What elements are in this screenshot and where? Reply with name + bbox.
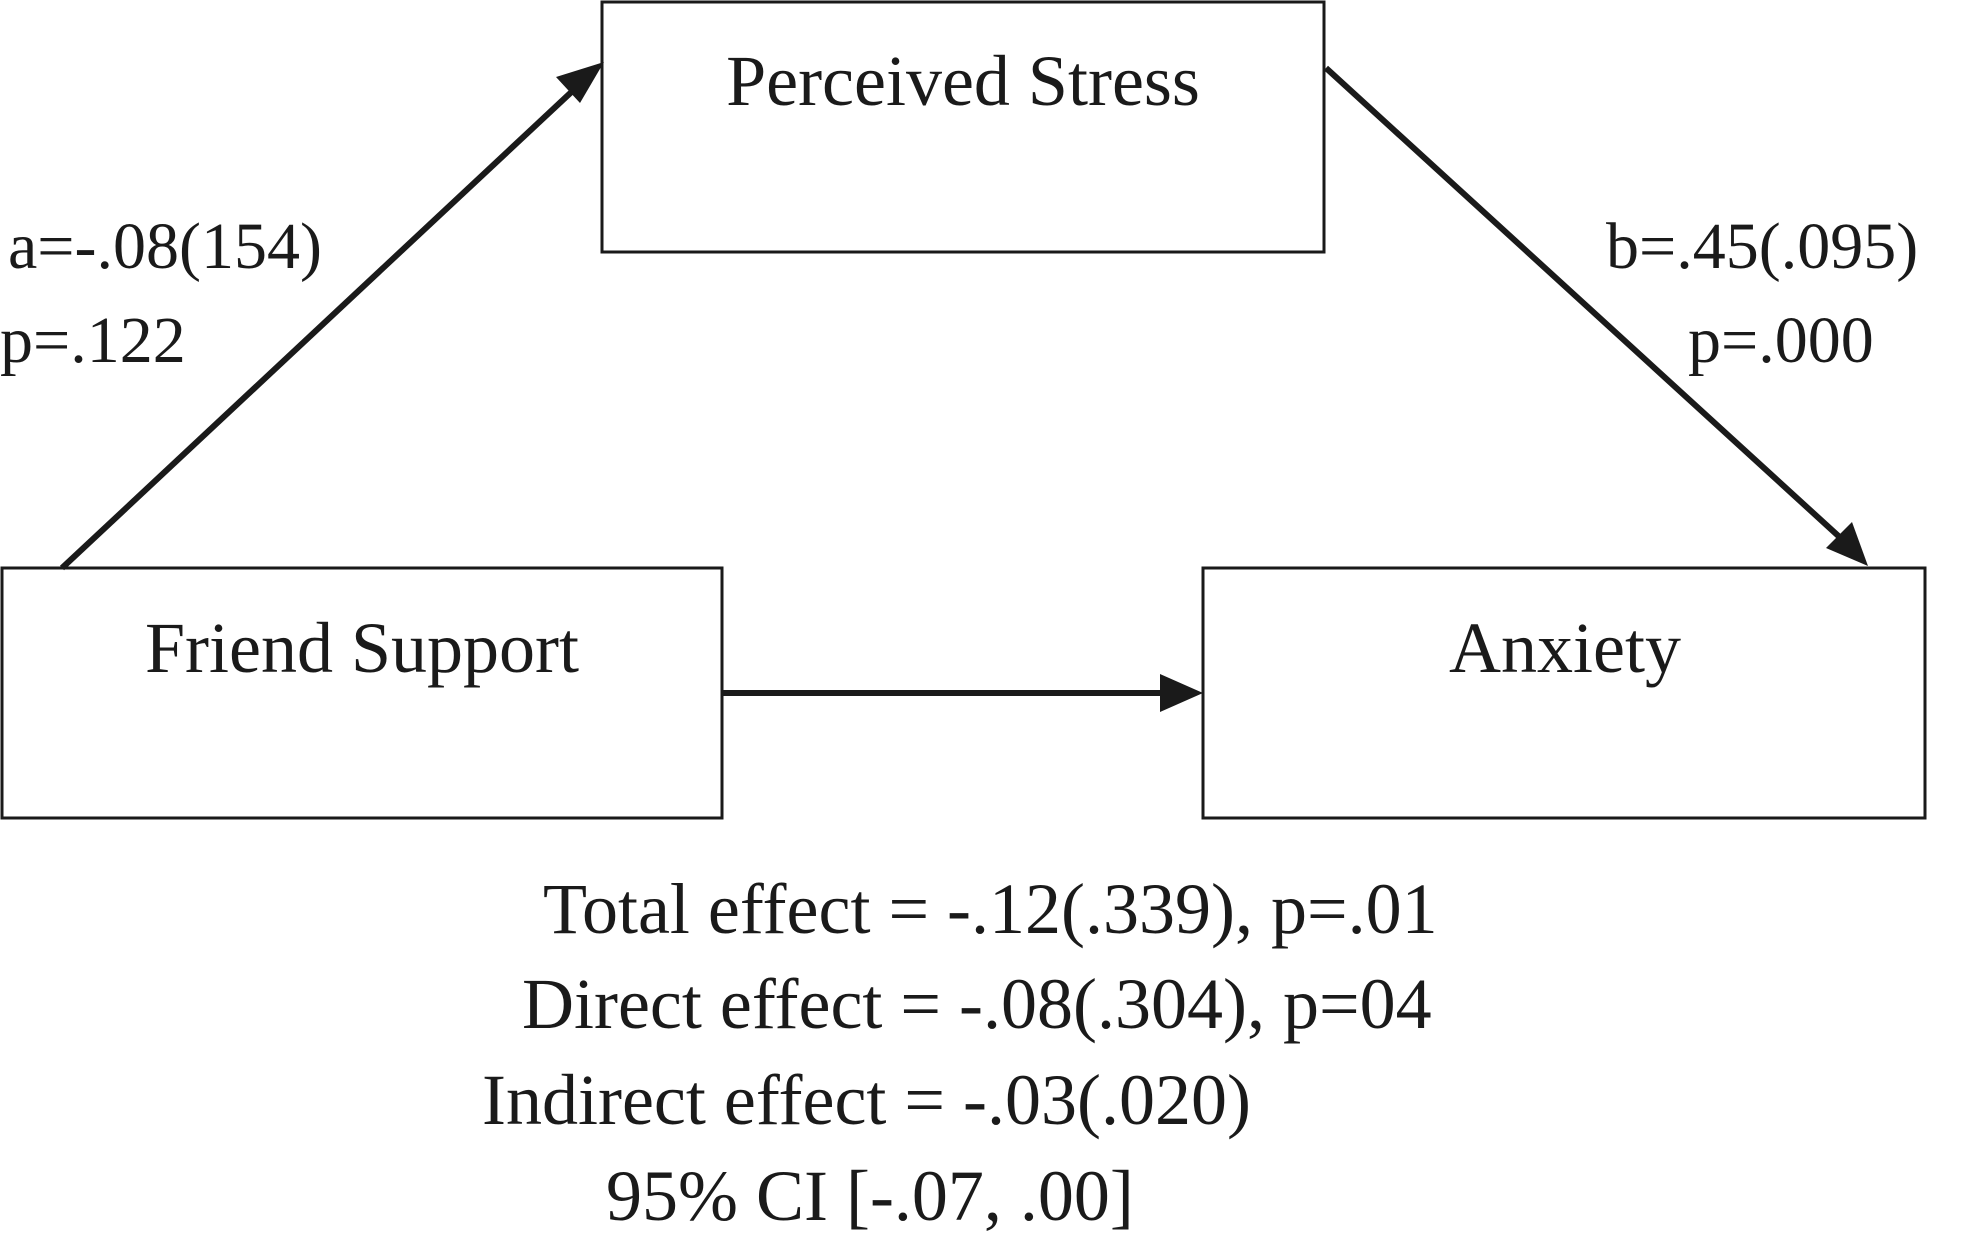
path-c-arrow xyxy=(722,674,1203,712)
outcome-node: Anxiety xyxy=(1201,566,1927,820)
path-a-arrowhead xyxy=(556,62,604,103)
predictor-box xyxy=(0,566,724,820)
outcome-label: Anxiety xyxy=(1449,608,1681,688)
indirect-effect: Indirect effect = -.03(.020) xyxy=(482,1060,1251,1140)
path-a-line xyxy=(59,81,583,571)
path-b-p-value: p=.000 xyxy=(1688,304,1874,377)
path-b-coefficient: b=.45(.095) xyxy=(1606,210,1918,283)
outcome-box xyxy=(1201,566,1927,820)
path-a-p-value: p=.122 xyxy=(0,304,186,377)
path-b-line xyxy=(1323,65,1848,545)
path-a-arrow xyxy=(59,62,604,571)
mediator-node: Perceived Stress xyxy=(600,0,1326,254)
direct-effect: Direct effect = -.08(.304), p=04 xyxy=(522,964,1432,1044)
path-a-coefficient: a=-.08(154) xyxy=(8,210,322,283)
predictor-label: Friend Support xyxy=(145,608,579,688)
path-b-arrow xyxy=(1323,65,1868,566)
predictor-node: Friend Support xyxy=(0,566,724,820)
path-c-arrowhead xyxy=(1160,674,1203,712)
mediator-label: Perceived Stress xyxy=(726,41,1200,121)
total-effect: Total effect = -.12(.339), p=.01 xyxy=(543,869,1438,949)
path-b-arrowhead xyxy=(1826,522,1868,566)
mediator-box xyxy=(600,0,1326,254)
confidence-interval: 95% CI [-.07, .00] xyxy=(606,1156,1134,1236)
